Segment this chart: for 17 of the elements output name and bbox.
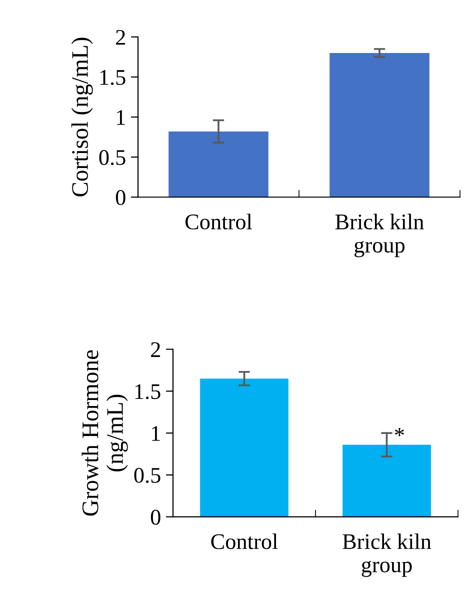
y-tick-label: 1: [152, 426, 160, 441]
y-tick-label: 0: [150, 510, 160, 525]
x-tick-label: Brick kiln group: [335, 214, 424, 258]
y-tick-label: 0.5: [134, 468, 160, 483]
y-tick-label: 0.5: [99, 150, 126, 166]
y-tick-label: 0: [116, 190, 126, 206]
x-tick-label: Control: [211, 533, 278, 550]
y-tick-label: 1: [117, 110, 125, 125]
y-tick-label: 1.5: [100, 70, 126, 86]
annotation: *: [394, 428, 404, 436]
x-tick-label: Brick kiln group: [342, 533, 432, 577]
x-tick-label: Control: [185, 214, 252, 230]
y-tick-label: 1.5: [135, 384, 160, 400]
y-axis-title: Growth Hormone (ng/mL): [82, 350, 128, 516]
y-tick-label: 2: [151, 342, 160, 357]
y-tick-label: 2: [116, 30, 125, 45]
y-axis-title: Cortisol (ng/mL): [71, 38, 93, 196]
